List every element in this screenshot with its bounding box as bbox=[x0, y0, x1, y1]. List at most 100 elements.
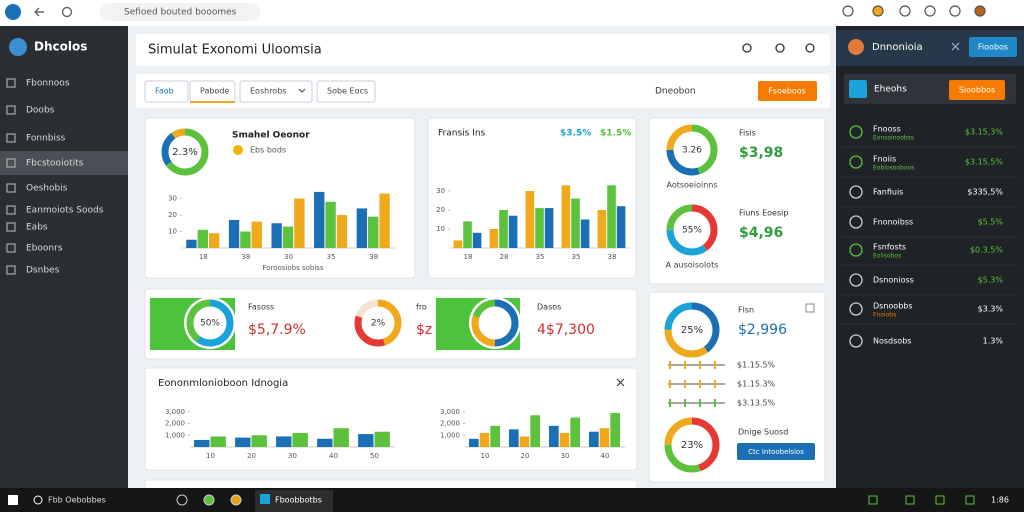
bar bbox=[508, 215, 518, 248]
button-label[interactable]: Ctc Intoobelsios bbox=[748, 448, 804, 456]
x-tick-label: 20 bbox=[247, 452, 256, 460]
item-name[interactable]: Fanfiuis bbox=[873, 188, 903, 197]
metric-caption: Aotsoeioinns bbox=[667, 181, 718, 190]
browser-icon[interactable] bbox=[872, 5, 884, 17]
bar bbox=[610, 412, 620, 447]
donut-segment bbox=[664, 302, 720, 358]
sidebar-item[interactable]: Oeshobis bbox=[26, 184, 68, 194]
taskbar-app-icon bbox=[260, 494, 270, 504]
sidebar-icon bbox=[6, 205, 16, 215]
item-name[interactable]: Fsnfosts bbox=[873, 243, 906, 252]
sidebar-item[interactable]: Eboonrs bbox=[26, 244, 63, 254]
metric-value: 4$7,300 bbox=[537, 322, 595, 338]
page-title: Simulat Exonomi Uloomsia bbox=[148, 43, 322, 58]
url-box[interactable] bbox=[100, 3, 260, 21]
sidebar-item[interactable]: Fbonnoos bbox=[26, 79, 70, 89]
item-name[interactable]: Dsnoobbs bbox=[873, 302, 913, 311]
donut-segment bbox=[471, 299, 519, 347]
button-label[interactable]: Sioobbos bbox=[959, 86, 995, 95]
bar bbox=[276, 436, 292, 447]
y-tick-label: 3,000 bbox=[165, 408, 185, 416]
banner-button[interactable] bbox=[949, 80, 1005, 100]
search-icon bbox=[33, 495, 43, 505]
tab-label[interactable]: Pabode bbox=[200, 87, 229, 96]
reload-button[interactable] bbox=[61, 6, 73, 18]
tab-label[interactable]: Eoshrobs bbox=[250, 87, 286, 96]
bar bbox=[374, 431, 390, 447]
browser-icon[interactable] bbox=[949, 5, 961, 17]
y-tick-label: 10 bbox=[436, 225, 445, 233]
back-button[interactable] bbox=[34, 7, 44, 17]
card-title: Fransis Ins bbox=[438, 129, 486, 139]
item-sub: Fnoiobs bbox=[873, 312, 896, 319]
item-icon bbox=[849, 185, 863, 199]
taskbar-app[interactable] bbox=[230, 494, 242, 506]
bar bbox=[616, 206, 626, 248]
tab[interactable] bbox=[316, 80, 376, 103]
taskbar-active[interactable] bbox=[255, 490, 333, 512]
donut-segment bbox=[666, 124, 718, 176]
item-value: $3.15,5% bbox=[965, 158, 1004, 167]
taskbar-app[interactable] bbox=[176, 494, 188, 506]
sidebar-item[interactable]: Fbcstooiotits bbox=[26, 159, 84, 169]
close-icon[interactable] bbox=[616, 378, 625, 387]
y-tick-label: 20 bbox=[168, 211, 177, 219]
start-button[interactable] bbox=[8, 495, 18, 505]
item-name[interactable]: Fnooss bbox=[873, 125, 901, 134]
close-icon[interactable] bbox=[951, 42, 960, 51]
x-tick-label: 35 bbox=[536, 253, 545, 261]
browser-icon[interactable] bbox=[899, 5, 911, 17]
y-tick-label: 30 bbox=[168, 195, 177, 203]
bar bbox=[208, 233, 220, 248]
metric-title: Dasos bbox=[537, 303, 561, 312]
button-label[interactable]: Fioobos bbox=[978, 43, 1008, 52]
taskbar-app[interactable] bbox=[203, 494, 215, 506]
bar bbox=[294, 198, 305, 248]
item-name[interactable]: Nosdsobs bbox=[873, 337, 911, 346]
button-label[interactable]: Fsoeboos bbox=[768, 87, 806, 96]
sidebar-item[interactable]: Fonnbiss bbox=[26, 134, 66, 144]
taskbar-app-label[interactable]: Fboobbotbs bbox=[275, 496, 322, 505]
search-box[interactable]: Fbb Oebobbes bbox=[48, 496, 106, 505]
tab-label[interactable]: Sobe Eocs bbox=[327, 87, 368, 96]
banner-label: Eheohs bbox=[874, 85, 907, 95]
donut-segment bbox=[666, 204, 718, 256]
header-icon[interactable] bbox=[775, 43, 785, 53]
sidebar-item[interactable]: Doobs bbox=[26, 106, 55, 116]
x-tick-label: 18 bbox=[199, 253, 208, 261]
card-icon[interactable] bbox=[805, 303, 815, 313]
bar bbox=[358, 434, 374, 447]
header-icon[interactable] bbox=[805, 43, 815, 53]
item-name[interactable]: Fnonoibss bbox=[873, 218, 913, 227]
x-tick-label: 40 bbox=[601, 452, 610, 460]
bar bbox=[489, 229, 499, 248]
card-button[interactable] bbox=[737, 443, 815, 460]
slider-value: $1.15.3% bbox=[737, 380, 776, 389]
item-name[interactable]: Fnoiis bbox=[873, 155, 896, 164]
header bbox=[136, 34, 830, 66]
item-name[interactable]: Dsnonioss bbox=[873, 276, 914, 285]
browser-icon[interactable] bbox=[924, 5, 936, 17]
y-tick-label: 3,000 bbox=[440, 408, 460, 416]
sidebar-item[interactable]: Dsnbes bbox=[26, 266, 60, 276]
donut-segment bbox=[666, 204, 718, 256]
x-tick-label: 28 bbox=[500, 253, 509, 261]
card-subtitle: Ebs bods bbox=[250, 146, 286, 155]
toolbar-button[interactable] bbox=[758, 81, 817, 101]
tray-icon bbox=[868, 495, 878, 505]
sidebar-item[interactable]: Eabs bbox=[26, 223, 48, 233]
browser-icon[interactable] bbox=[842, 5, 854, 17]
url-text: Sefioed bouted booomes bbox=[124, 8, 237, 18]
sidebar-item[interactable]: Eanmoiots Soods bbox=[26, 206, 104, 216]
tab[interactable] bbox=[144, 80, 189, 103]
card bbox=[648, 291, 826, 483]
header-icon[interactable] bbox=[742, 43, 752, 53]
sidebar-icon bbox=[6, 183, 16, 193]
browser-icon[interactable] bbox=[974, 5, 986, 17]
panel-button[interactable] bbox=[969, 37, 1017, 57]
donut-segment bbox=[471, 299, 519, 347]
tab[interactable] bbox=[239, 80, 313, 103]
x-tick-label: 50 bbox=[370, 452, 379, 460]
donut-label: 2.3% bbox=[172, 147, 197, 158]
tab-label[interactable]: Faob bbox=[155, 87, 174, 96]
